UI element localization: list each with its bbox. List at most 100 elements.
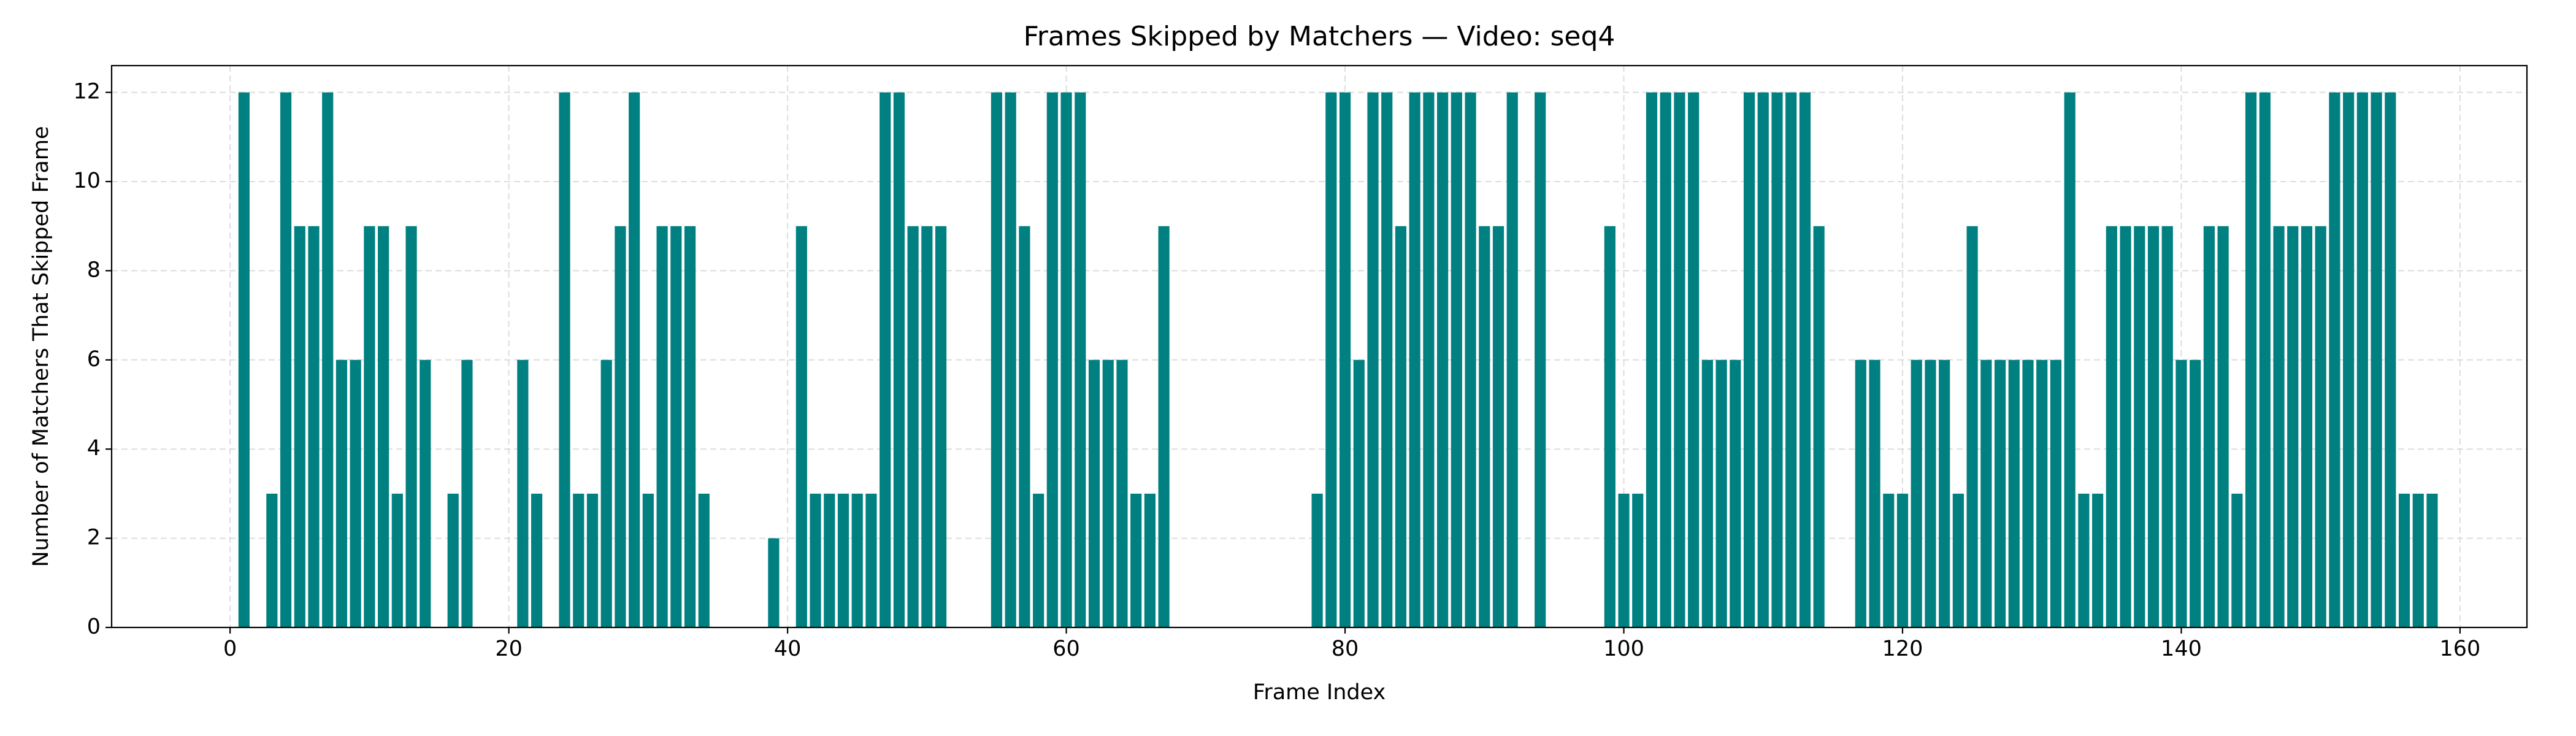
bar [322, 92, 334, 628]
bar [364, 226, 375, 627]
bar [461, 359, 473, 627]
bar [656, 226, 668, 627]
bar [935, 226, 947, 627]
bar [768, 538, 780, 627]
bar [2301, 226, 2313, 627]
bar [1465, 92, 1476, 628]
bar [1799, 92, 1811, 628]
x-tick-label: 80 [1332, 637, 1359, 661]
y-tick-label: 2 [87, 526, 101, 550]
bar [2147, 226, 2160, 627]
bar [1535, 92, 1546, 628]
bar [2412, 493, 2424, 627]
bar [559, 92, 570, 628]
bar [2315, 226, 2326, 627]
bar [2287, 226, 2299, 627]
bar [1451, 92, 1462, 628]
bar [1423, 92, 1435, 628]
bar [2008, 359, 2020, 627]
bar [1311, 493, 1323, 627]
bar [238, 92, 250, 628]
bar [517, 359, 529, 627]
bar [294, 226, 305, 627]
bar [2426, 493, 2438, 627]
bar [1855, 359, 1866, 627]
bar [335, 359, 348, 627]
bar [1116, 359, 1128, 627]
bar [2050, 359, 2062, 627]
x-tick-label: 120 [1882, 637, 1923, 661]
bar [280, 92, 292, 628]
bar [2343, 92, 2355, 628]
bar [1033, 493, 1045, 627]
bar [865, 493, 877, 627]
bar [642, 493, 654, 627]
bar [1994, 359, 2006, 627]
bar [1632, 493, 1644, 627]
plot-frame [110, 64, 2528, 629]
x-tick-label: 20 [495, 637, 523, 661]
bar [2329, 92, 2340, 628]
bar [824, 493, 835, 627]
bar [350, 359, 361, 627]
bar [2190, 359, 2201, 627]
bar [1660, 92, 1671, 628]
bar [1060, 92, 1072, 628]
bar [670, 226, 682, 627]
bar [2134, 226, 2145, 627]
bar [1409, 92, 1420, 628]
bar [1925, 359, 1936, 627]
bar [1102, 359, 1114, 627]
x-axis-label: Frame Index [1253, 680, 1386, 705]
bar [1088, 359, 1100, 627]
bar [1479, 226, 1490, 627]
bar [1966, 226, 1978, 627]
x-tick-label: 60 [1052, 637, 1080, 661]
bar [573, 493, 585, 627]
bar [1701, 359, 1713, 627]
bar [629, 92, 640, 628]
bar [991, 92, 1003, 628]
bar [2161, 226, 2173, 627]
bar [1492, 226, 1505, 627]
bar [2398, 493, 2410, 627]
bar [810, 493, 821, 627]
bar [1144, 493, 1156, 627]
bar [1715, 359, 1727, 627]
bar [1883, 493, 1895, 627]
bar [2175, 359, 2187, 627]
bar [1674, 92, 1685, 628]
bar [795, 226, 807, 627]
bar [600, 359, 612, 627]
bar [2231, 493, 2243, 627]
bar [1381, 92, 1393, 628]
bar [2259, 92, 2271, 628]
bar [921, 226, 933, 627]
bar [1757, 92, 1769, 628]
bar [1019, 226, 1030, 627]
bar [1813, 226, 1825, 627]
bar [378, 226, 389, 627]
bar [420, 359, 431, 627]
y-tick-label: 0 [87, 615, 101, 639]
bar [1771, 92, 1783, 628]
y-tick-label: 6 [87, 347, 101, 372]
bar [1005, 92, 1016, 628]
x-tick-label: 140 [2161, 637, 2202, 661]
x-tick-label: 160 [2440, 637, 2481, 661]
bar [1046, 92, 1058, 628]
bar [2064, 92, 2076, 628]
chart-title: Frames Skipped by Matchers — Video: seq4 [1024, 21, 1616, 52]
y-axis-label: Number of Matchers That Skipped Frame [29, 126, 53, 567]
y-tick-label: 4 [87, 436, 101, 461]
bar [2245, 92, 2257, 628]
bar [447, 493, 459, 627]
bar [837, 493, 849, 627]
x-tick-label: 40 [774, 637, 802, 661]
y-tick-label: 10 [73, 169, 101, 193]
bar [1939, 359, 1950, 627]
bar [1730, 359, 1741, 627]
bar [1353, 359, 1365, 627]
bar [615, 226, 626, 627]
